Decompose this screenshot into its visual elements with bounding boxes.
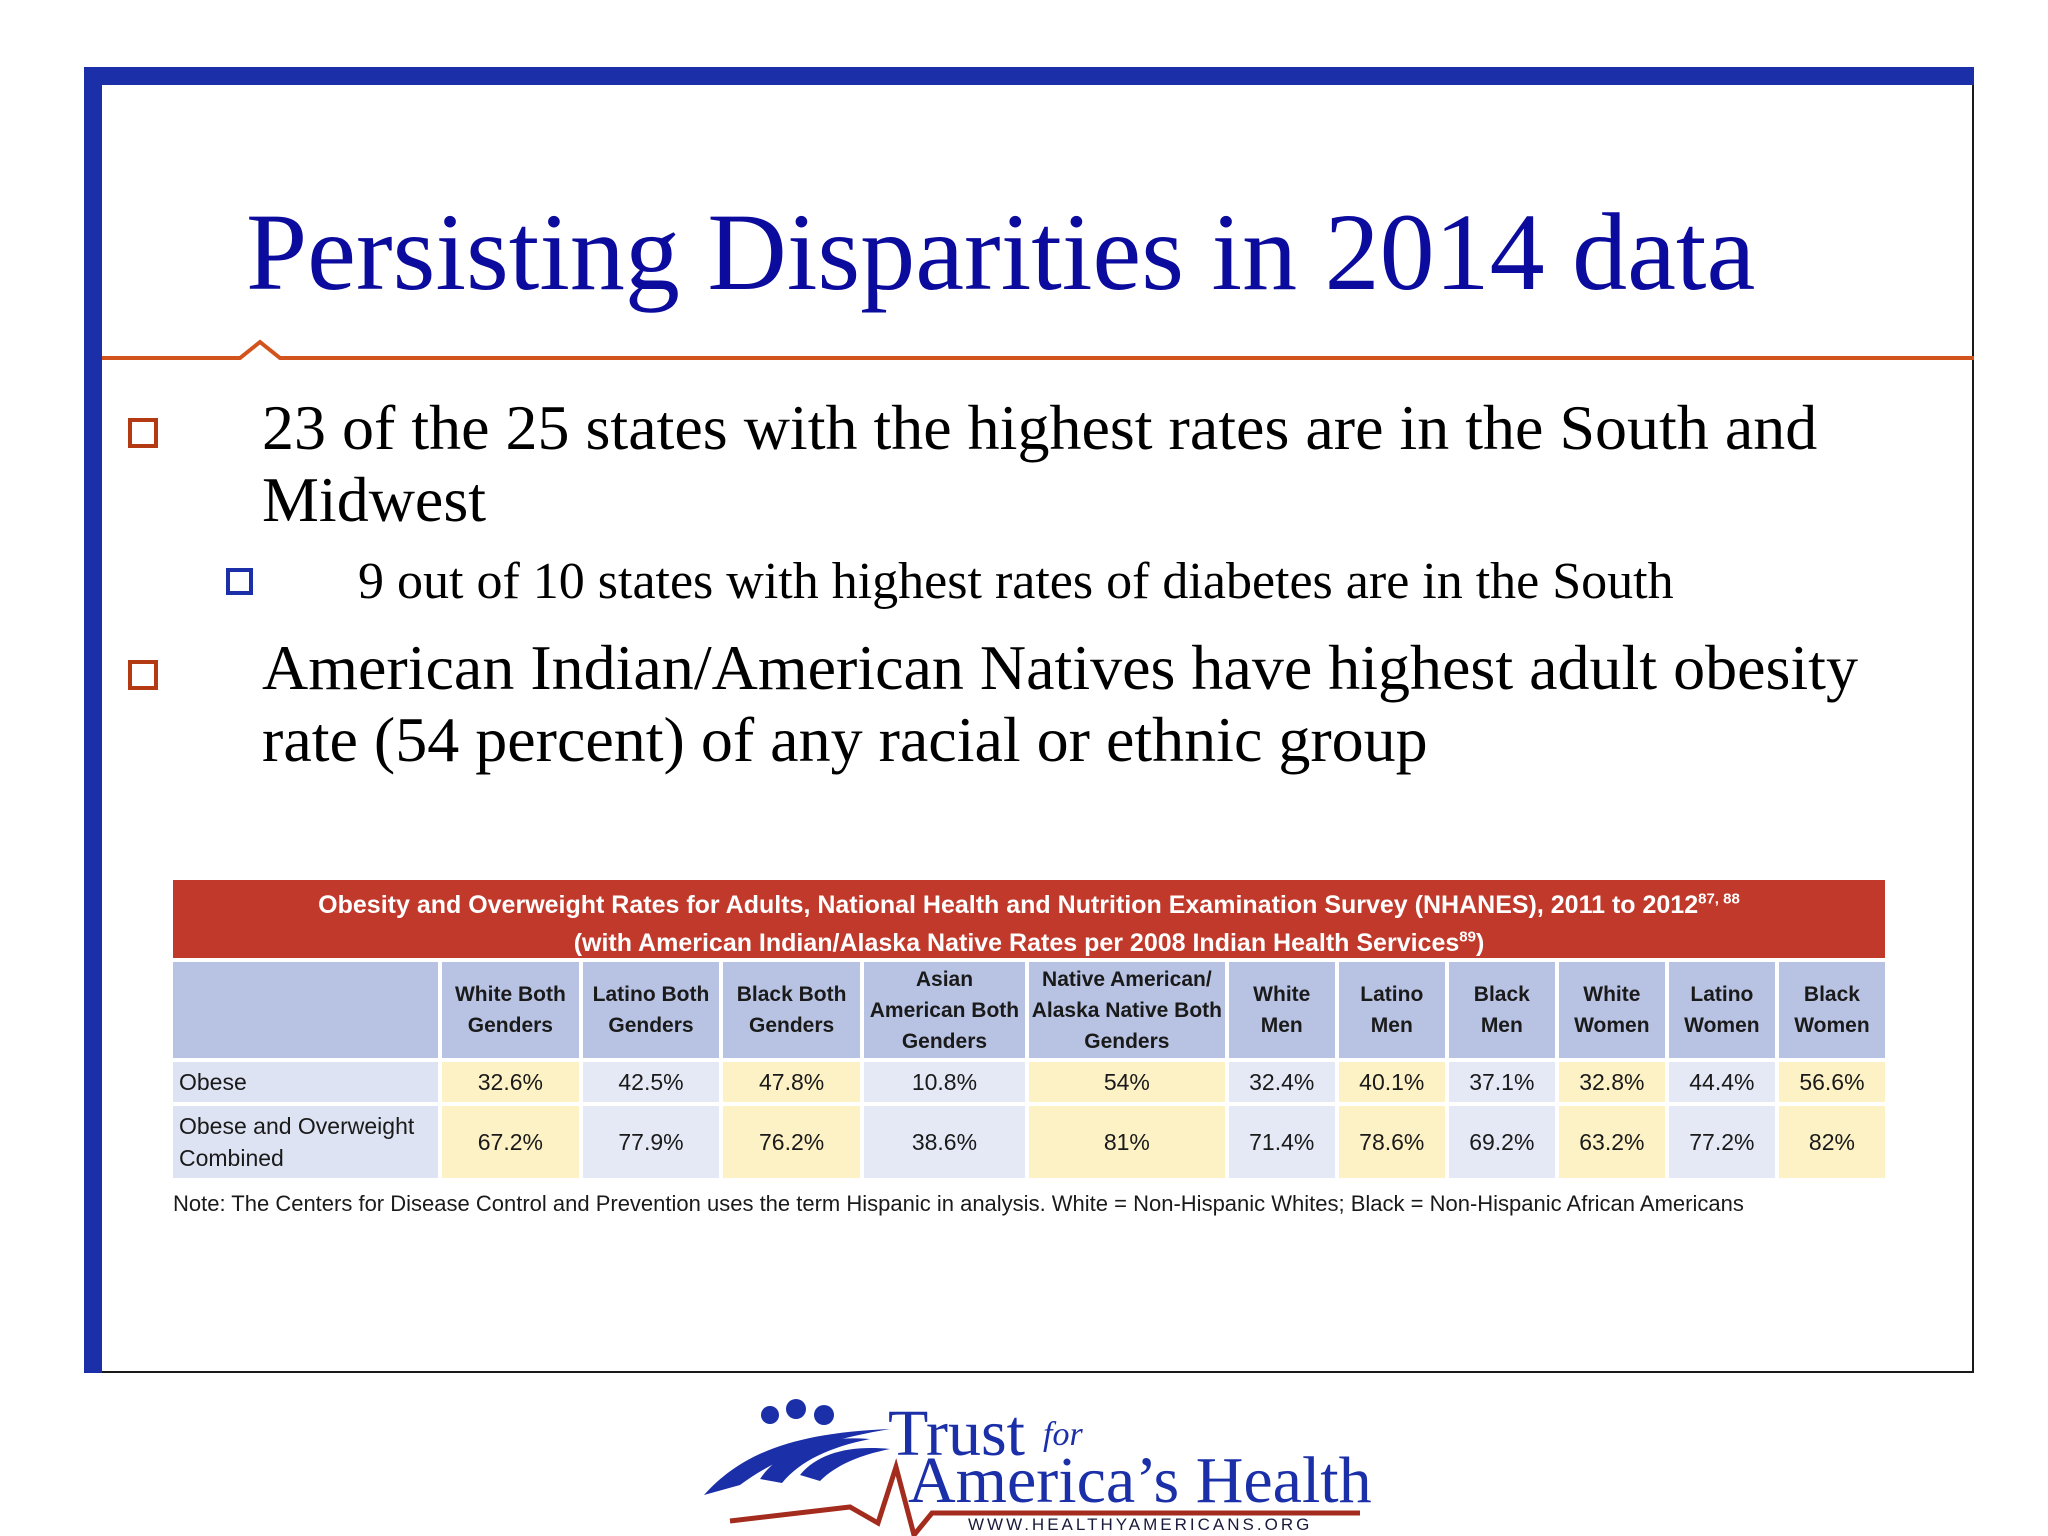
logo-url: WWW.HEALTHYAMERICANS.ORG [968, 1515, 1313, 1534]
table-cell: 78.6% [1338, 1106, 1445, 1178]
column-header: Latino Both Genders [582, 962, 720, 1058]
logo-word-americas-health: America’s Health [908, 1444, 1372, 1517]
table-cell: 76.2% [723, 1106, 860, 1178]
table-title: Obesity and Overweight Rates for Adults,… [173, 880, 1885, 958]
column-header: Asian American Both Genders [863, 962, 1025, 1058]
table-note: Note: The Centers for Disease Control an… [173, 1191, 1744, 1216]
row-label: Obese and Overweight Combined [173, 1106, 439, 1178]
table-corner-cell [173, 962, 439, 1058]
table-cell: 71.4% [1228, 1106, 1335, 1178]
table-cell: 32.6% [442, 1062, 579, 1102]
table-cell: 44.4% [1668, 1062, 1775, 1102]
sub-bullet-square-icon [226, 568, 253, 595]
trust-for-americas-health-logo: Trust for America’s Health WWW.HEALTHYAM… [700, 1395, 1372, 1536]
table-cell: 47.8% [723, 1062, 860, 1102]
slide-title: Persisting Disparities in 2014 data [246, 191, 1756, 313]
row-label: Obese [173, 1062, 439, 1102]
table-row: Obese 32.6% 42.5% 47.8% 10.8% 54% 32.4% … [173, 1062, 1885, 1102]
column-header: White Both Genders [442, 962, 579, 1058]
table-cell: 10.8% [863, 1062, 1025, 1102]
table-header-row: White Both Genders Latino Both Genders B… [173, 962, 1885, 1058]
bullet-square-icon [128, 660, 158, 690]
table-cell: 40.1% [1338, 1062, 1445, 1102]
table-cell: 42.5% [582, 1062, 720, 1102]
table-cell: 82% [1778, 1106, 1885, 1178]
column-header: Native American/ Alaska Native Both Gend… [1028, 962, 1225, 1058]
column-header: White Women [1558, 962, 1665, 1058]
table-cell: 38.6% [863, 1106, 1025, 1178]
bullet-1-text: 23 of the 25 states with the highest rat… [262, 392, 1818, 535]
rates-table: White Both Genders Latino Both Genders B… [169, 958, 1889, 1182]
table-row: Obese and Overweight Combined 67.2% 77.9… [173, 1106, 1885, 1178]
table-cell: 81% [1028, 1106, 1225, 1178]
column-header: Black Men [1448, 962, 1555, 1058]
column-header: White Men [1228, 962, 1335, 1058]
title-underline [102, 339, 1974, 360]
logo-word-for: for [1043, 1416, 1083, 1453]
table-cell: 32.8% [1558, 1062, 1665, 1102]
table-cell: 77.2% [1668, 1106, 1775, 1178]
table-cell: 77.9% [582, 1106, 720, 1178]
logo-word-trust: Trust [888, 1397, 1025, 1470]
table-cell: 37.1% [1448, 1062, 1555, 1102]
column-header: Latino Women [1668, 962, 1775, 1058]
frame-left-bar [84, 67, 102, 1373]
bullet-2-text: 9 out of 10 states with highest rates of… [358, 553, 1674, 610]
table-cell: 63.2% [1558, 1106, 1665, 1178]
column-header: Black Both Genders [723, 962, 860, 1058]
frame-top-bar [84, 67, 1974, 85]
obesity-rates-table: Obesity and Overweight Rates for Adults,… [173, 880, 1885, 1220]
table-cell: 69.2% [1448, 1106, 1555, 1178]
column-header: Latino Men [1338, 962, 1445, 1058]
logo-people-icon [704, 1399, 1360, 1536]
table-cell: 56.6% [1778, 1062, 1885, 1102]
table-cell: 54% [1028, 1062, 1225, 1102]
table-cell: 32.4% [1228, 1062, 1335, 1102]
bullet-3-text: American Indian/American Natives have hi… [262, 632, 1858, 775]
column-header: Black Women [1778, 962, 1885, 1058]
table-cell: 67.2% [442, 1106, 579, 1178]
bullet-square-icon [128, 418, 158, 448]
